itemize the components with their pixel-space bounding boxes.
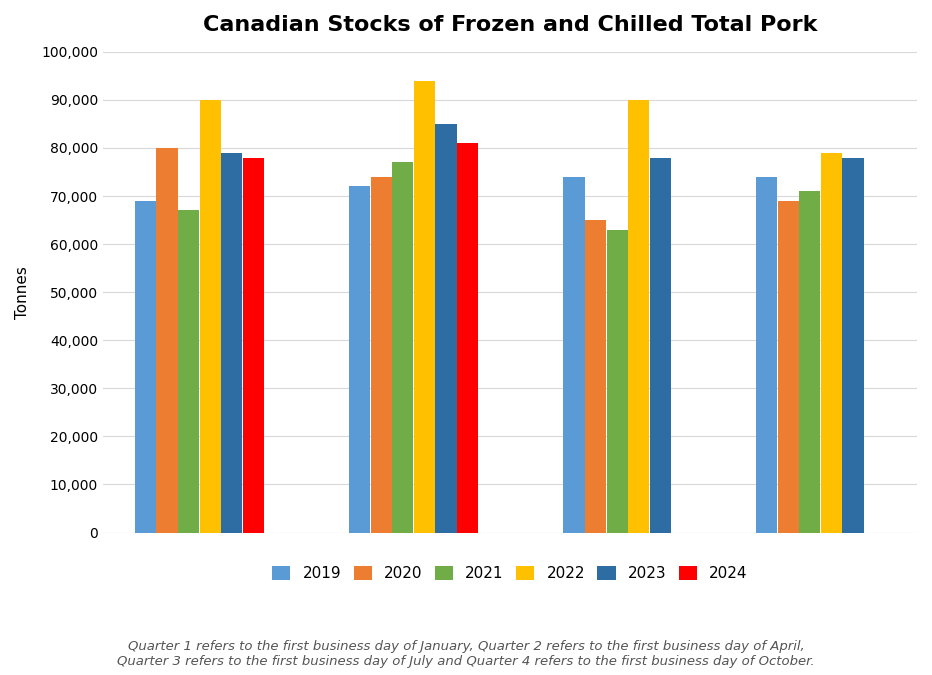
Text: Quarter 1 refers to the first business day of January, Quarter 2 refers to the f: Quarter 1 refers to the first business d… — [117, 641, 815, 668]
Bar — [157, 148, 177, 533]
Bar — [756, 177, 777, 533]
Bar — [371, 177, 391, 533]
Legend: 2019, 2020, 2021, 2022, 2023, 2024: 2019, 2020, 2021, 2022, 2023, 2024 — [266, 560, 754, 587]
Bar — [607, 230, 628, 533]
Bar — [457, 143, 478, 533]
Bar — [563, 177, 584, 533]
Bar — [178, 211, 199, 533]
Bar — [435, 124, 457, 533]
Bar — [392, 163, 414, 533]
Bar — [221, 153, 242, 533]
Bar — [628, 100, 650, 533]
Bar — [350, 186, 370, 533]
Bar — [821, 153, 842, 533]
Y-axis label: Tonnes: Tonnes — [15, 266, 30, 319]
Bar — [650, 157, 671, 533]
Bar — [242, 157, 264, 533]
Bar — [585, 220, 606, 533]
Bar — [414, 81, 435, 533]
Bar — [135, 201, 156, 533]
Bar — [800, 191, 820, 533]
Bar — [843, 157, 864, 533]
Bar — [199, 100, 221, 533]
Bar — [777, 201, 799, 533]
Title: Canadian Stocks of Frozen and Chilled Total Pork: Canadian Stocks of Frozen and Chilled To… — [203, 15, 817, 35]
